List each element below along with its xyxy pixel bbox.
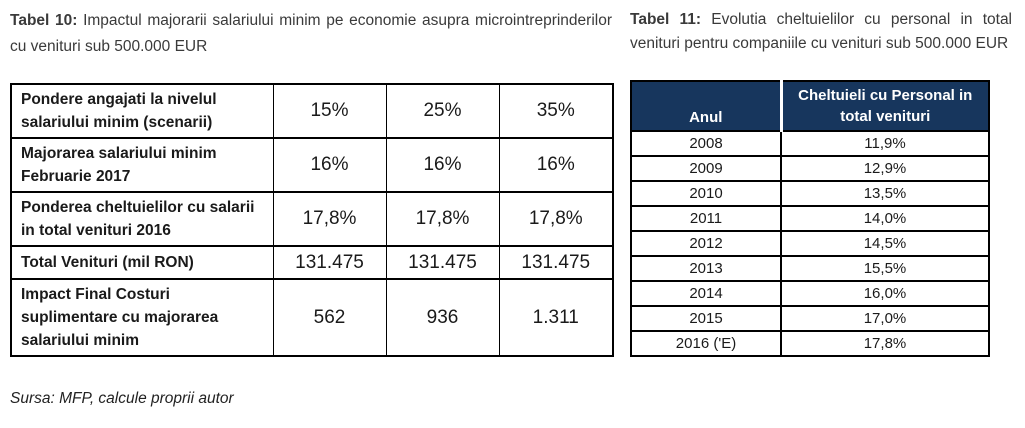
- year-header-cell: Anul: [630, 80, 783, 132]
- value-cell: 562: [272, 278, 387, 357]
- table-row: Impact Final Costuri suplimentare cu maj…: [10, 278, 614, 357]
- tabel-10-caption-label: Tabel 10:: [10, 12, 78, 29]
- table-row: 2011 14,0%: [630, 205, 990, 232]
- value-cell: 1.311: [498, 278, 614, 357]
- table-row: Total Venituri (mil RON) 131.475 131.475…: [10, 245, 614, 280]
- year-cell: 2015: [630, 305, 782, 332]
- table-row: 2015 17,0%: [630, 305, 990, 332]
- year-cell: 2012: [630, 230, 782, 257]
- table-row: 2013 15,5%: [630, 255, 990, 282]
- tabel-11-caption-text: Evolutia cheltuielilor cu personal in to…: [630, 11, 1013, 52]
- year-cell: 2016 ('E): [630, 330, 782, 357]
- value-cell: 13,5%: [780, 180, 990, 207]
- row-label-cell: Ponderea cheltuielilor cu salarii in tot…: [10, 191, 274, 247]
- table-row: Majorarea salariului minim Februarie 201…: [10, 137, 614, 193]
- value-cell: 14,0%: [780, 205, 990, 232]
- value-cell: 16,0%: [780, 280, 990, 307]
- tabel-11-caption: Tabel 11: Evolutia cheltuielilor cu pers…: [630, 8, 1012, 56]
- table-row: Ponderea cheltuielilor cu salarii in tot…: [10, 191, 614, 247]
- row-label-cell: Impact Final Costuri suplimentare cu maj…: [10, 278, 274, 357]
- table-row: 2016 ('E) 17,8%: [630, 330, 990, 357]
- row-label-cell: Pondere angajati la nivelul salariului m…: [10, 83, 274, 139]
- year-cell: 2008: [630, 130, 782, 157]
- value-cell: 11,9%: [780, 130, 990, 157]
- source-note: Sursa: MFP, calcule proprii autor: [10, 390, 234, 407]
- value-cell: 17,8%: [385, 191, 500, 247]
- value-cell: 15,5%: [780, 255, 990, 282]
- year-cell: 2011: [630, 205, 782, 232]
- value-cell: 131.475: [272, 245, 387, 280]
- value-cell: 936: [385, 278, 500, 357]
- table-row: 2010 13,5%: [630, 180, 990, 207]
- tabel-11-caption-label: Tabel 11:: [630, 11, 702, 28]
- header-row: Anul Cheltuieli cu Personal in total ven…: [630, 80, 990, 132]
- year-cell: 2009: [630, 155, 782, 182]
- table-row: 2008 11,9%: [630, 130, 990, 157]
- value-header-cell: Cheltuieli cu Personal in total venituri: [780, 80, 990, 132]
- value-cell: 25%: [385, 83, 500, 139]
- year-cell: 2010: [630, 180, 782, 207]
- value-cell: 131.475: [498, 245, 614, 280]
- table-row: 2012 14,5%: [630, 230, 990, 257]
- value-cell: 17,8%: [780, 330, 990, 357]
- year-cell: 2013: [630, 255, 782, 282]
- value-cell: 15%: [272, 83, 387, 139]
- table-row: 2014 16,0%: [630, 280, 990, 307]
- value-cell: 16%: [272, 137, 387, 193]
- value-cell: 17,0%: [780, 305, 990, 332]
- table-row: 2009 12,9%: [630, 155, 990, 182]
- tabel-11-section: Tabel 11: Evolutia cheltuielilor cu pers…: [630, 8, 1015, 408]
- tabel-10: Pondere angajati la nivelul salariului m…: [10, 83, 614, 357]
- tabel-11: Anul Cheltuieli cu Personal in total ven…: [630, 80, 990, 357]
- tabel-10-section: Tabel 10: Impactul majorarii salariului …: [10, 8, 614, 408]
- tabel-10-caption: Tabel 10: Impactul majorarii salariului …: [10, 8, 612, 60]
- table-row: Pondere angajati la nivelul salariului m…: [10, 83, 614, 139]
- value-cell: 14,5%: [780, 230, 990, 257]
- value-cell: 16%: [498, 137, 614, 193]
- document-page: Tabel 10: Impactul majorarii salariului …: [10, 8, 1015, 408]
- value-cell: 17,8%: [498, 191, 614, 247]
- tabel-10-caption-text: Impactul majorarii salariului minim pe e…: [10, 12, 613, 55]
- row-label-cell: Total Venituri (mil RON): [10, 245, 274, 280]
- row-label-cell: Majorarea salariului minim Februarie 201…: [10, 137, 274, 193]
- year-cell: 2014: [630, 280, 782, 307]
- value-cell: 35%: [498, 83, 614, 139]
- value-cell: 16%: [385, 137, 500, 193]
- value-cell: 131.475: [385, 245, 500, 280]
- value-cell: 12,9%: [780, 155, 990, 182]
- value-cell: 17,8%: [272, 191, 387, 247]
